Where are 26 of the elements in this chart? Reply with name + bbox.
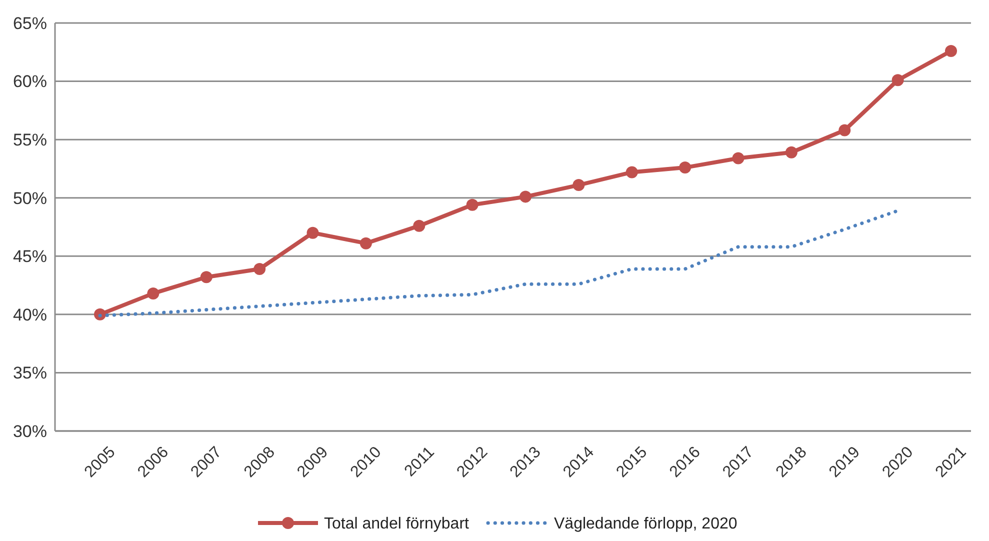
point [413, 220, 426, 232]
point [306, 226, 319, 239]
point [679, 162, 692, 174]
point [147, 287, 160, 300]
point [466, 198, 478, 211]
y-tick-label: 30% [12, 422, 47, 441]
y-tick-label: 55% [12, 130, 47, 150]
point [892, 74, 904, 86]
point [626, 166, 638, 178]
y-tick-label: 65% [12, 14, 47, 33]
point [200, 271, 212, 284]
point [254, 262, 266, 275]
y-tick-label: 45% [12, 247, 47, 266]
y-tick-label: 35% [12, 364, 47, 383]
point [945, 44, 957, 57]
y-tick-label: 40% [12, 305, 47, 324]
y-tick-label: 60% [12, 72, 47, 92]
point [785, 146, 798, 158]
point [520, 190, 532, 203]
legend-label: Total andel förnybart [324, 516, 470, 533]
point [838, 124, 851, 136]
legend-label: Vägledande förlopp, 2020 [554, 516, 738, 533]
point [360, 237, 372, 250]
point [732, 152, 744, 164]
y-tick-label: 50% [12, 188, 47, 208]
point [572, 179, 585, 192]
